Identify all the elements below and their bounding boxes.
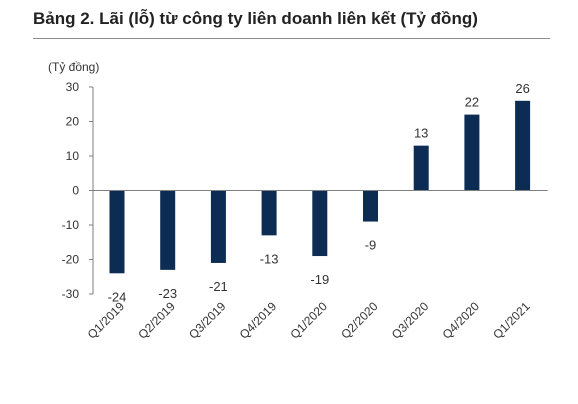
x-tick-label: Q1/2021 (490, 299, 533, 342)
x-tick-label: Q3/2020 (389, 299, 432, 342)
x-tick-label: Q2/2020 (338, 299, 381, 342)
data-label: -13 (260, 251, 279, 266)
y-tick-label: -20 (62, 253, 80, 267)
data-label: 26 (515, 81, 529, 96)
title-divider (33, 38, 550, 39)
x-tick-label: Q3/2019 (186, 299, 229, 342)
x-tick-label: Q2/2019 (135, 299, 178, 342)
y-tick-label: 10 (66, 149, 80, 163)
x-tick-label: Q4/2019 (237, 299, 280, 342)
bar (515, 100, 531, 191)
data-labels: -24 -23 -21 -13 -19 -9 13 22 26 (108, 81, 530, 304)
bar (413, 145, 429, 191)
data-label: -23 (158, 286, 177, 301)
data-label: -24 (108, 289, 127, 304)
y-tick-label: 30 (66, 80, 80, 94)
bar (261, 190, 277, 236)
y-tick-label: -10 (62, 218, 80, 232)
bar (312, 190, 328, 257)
data-label: -9 (365, 238, 377, 253)
y-axis: 30 20 10 0 -10 -20 -30 (62, 80, 94, 301)
bar (109, 190, 125, 274)
bar (464, 114, 480, 191)
y-tick-label: 0 (72, 184, 79, 198)
y-axis-label: (Tỷ đồng) (48, 60, 99, 74)
data-label: 22 (465, 95, 479, 110)
bar (160, 190, 176, 270)
x-tick-label: Q1/2019 (85, 299, 128, 342)
figure-title: Bảng 2. Lãi (lỗ) từ công ty liên doanh l… (33, 9, 478, 28)
x-tick-label: Q1/2020 (287, 299, 330, 342)
bars (109, 100, 531, 274)
data-label: -19 (310, 272, 329, 287)
bar (210, 190, 226, 263)
x-tick-label: Q4/2020 (440, 299, 483, 342)
y-tick-label: 20 (66, 115, 80, 129)
bar (363, 190, 378, 222)
data-label: 13 (414, 126, 428, 141)
data-label: -21 (209, 279, 228, 294)
y-tick-label: -30 (62, 287, 80, 301)
